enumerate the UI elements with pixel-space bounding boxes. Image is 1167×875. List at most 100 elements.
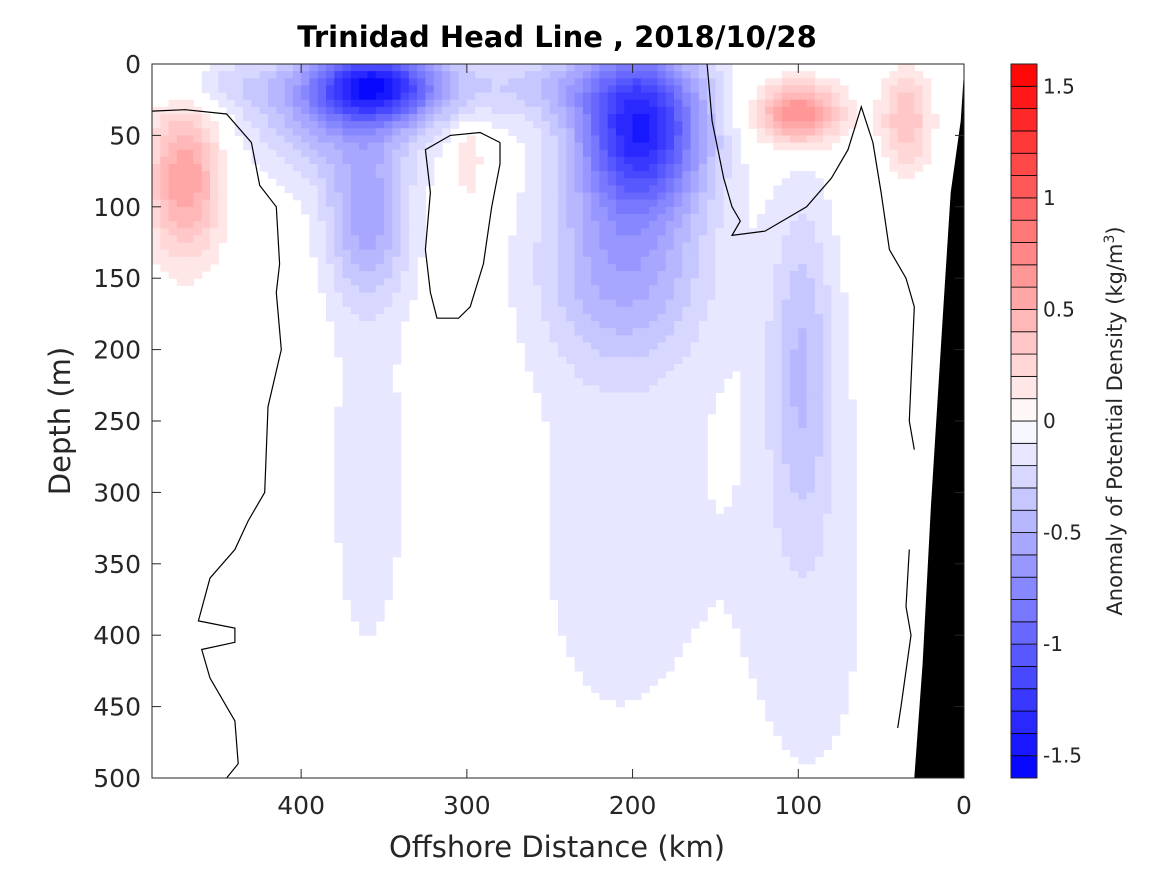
field-cell xyxy=(342,528,352,536)
field-cell xyxy=(823,199,833,208)
field-cell xyxy=(574,520,584,529)
field-cell xyxy=(723,149,733,158)
field-cell xyxy=(160,185,170,194)
field-cell xyxy=(823,635,833,643)
field-cell xyxy=(682,535,692,543)
field-cell xyxy=(516,278,526,286)
field-cell xyxy=(582,285,592,294)
field-cell xyxy=(707,321,717,329)
field-cell xyxy=(533,242,543,251)
field-cell xyxy=(334,185,344,194)
field-cell xyxy=(798,228,808,236)
field-cell xyxy=(500,106,509,115)
field-cell xyxy=(632,478,642,486)
field-cell xyxy=(508,78,518,87)
field-cell xyxy=(814,513,824,522)
field-cell xyxy=(309,163,319,172)
field-cell xyxy=(823,242,833,251)
field-cell xyxy=(682,106,692,115)
field-cell xyxy=(806,306,816,315)
field-cell xyxy=(524,213,534,222)
field-cell xyxy=(591,628,601,636)
field-cell xyxy=(342,99,352,108)
field-cell xyxy=(665,85,675,94)
field-cell xyxy=(201,206,211,215)
field-cell xyxy=(326,92,335,101)
field-cell xyxy=(599,278,609,286)
field-cell xyxy=(665,585,675,593)
field-cell xyxy=(516,92,526,101)
field-cell xyxy=(682,335,692,344)
field-cell xyxy=(425,142,435,151)
field-cell xyxy=(334,78,344,87)
field-cell xyxy=(185,199,195,208)
field-cell xyxy=(541,221,551,229)
field-cell xyxy=(773,292,783,301)
field-cell xyxy=(715,321,725,329)
field-cell xyxy=(168,128,178,136)
field-cell xyxy=(359,64,369,72)
field-cell xyxy=(657,285,667,294)
field-cell xyxy=(599,635,609,643)
field-cell xyxy=(790,213,799,222)
field-cell xyxy=(549,363,559,372)
field-cell xyxy=(375,221,385,229)
field-cell xyxy=(889,156,899,165)
field-cell xyxy=(574,485,584,493)
field-cell xyxy=(591,649,601,658)
field-cell xyxy=(566,213,576,222)
field-cell xyxy=(591,242,601,251)
field-cell xyxy=(715,306,725,315)
field-cell xyxy=(773,535,783,543)
field-cell xyxy=(723,585,733,593)
field-cell xyxy=(375,149,385,158)
field-cell xyxy=(798,678,808,686)
field-cell xyxy=(168,192,178,201)
field-cell xyxy=(806,428,816,436)
field-cell xyxy=(251,128,261,136)
field-cell xyxy=(533,142,543,151)
field-cell xyxy=(798,535,808,543)
field-cell xyxy=(624,578,634,586)
field-cell xyxy=(350,64,360,72)
field-cell xyxy=(516,121,526,129)
field-cell xyxy=(574,213,584,222)
field-cell xyxy=(607,620,617,629)
field-cell xyxy=(607,135,617,144)
field-cell xyxy=(674,513,683,522)
field-cell xyxy=(350,92,360,101)
field-cell xyxy=(649,306,659,315)
field-cell xyxy=(375,278,385,286)
field-cell xyxy=(442,113,451,122)
field-cell xyxy=(823,135,833,144)
field-cell xyxy=(392,513,402,522)
field-cell xyxy=(276,178,286,186)
field-cell xyxy=(558,592,567,601)
field-cell xyxy=(823,78,833,87)
field-cell xyxy=(698,263,708,272)
field-cell xyxy=(367,585,377,593)
field-cell xyxy=(350,206,360,215)
field-cell xyxy=(516,78,526,87)
field-cell xyxy=(690,435,700,444)
field-cell xyxy=(558,620,567,629)
field-cell xyxy=(574,606,584,615)
field-cell xyxy=(218,185,228,194)
field-cell xyxy=(350,435,360,444)
field-cell xyxy=(541,392,551,401)
field-cell xyxy=(442,135,451,144)
field-cell xyxy=(657,278,667,286)
field-cell xyxy=(558,142,567,151)
field-cell xyxy=(516,256,526,265)
field-cell xyxy=(458,85,468,94)
field-cell xyxy=(765,199,775,208)
field-cell xyxy=(201,171,211,179)
field-cell xyxy=(367,556,377,565)
field-cell xyxy=(624,392,634,401)
field-cell xyxy=(698,99,708,108)
field-cell xyxy=(516,228,526,236)
field-cell xyxy=(798,242,808,251)
field-cell xyxy=(624,349,634,358)
field-cell xyxy=(616,299,625,308)
field-cell xyxy=(798,185,808,194)
